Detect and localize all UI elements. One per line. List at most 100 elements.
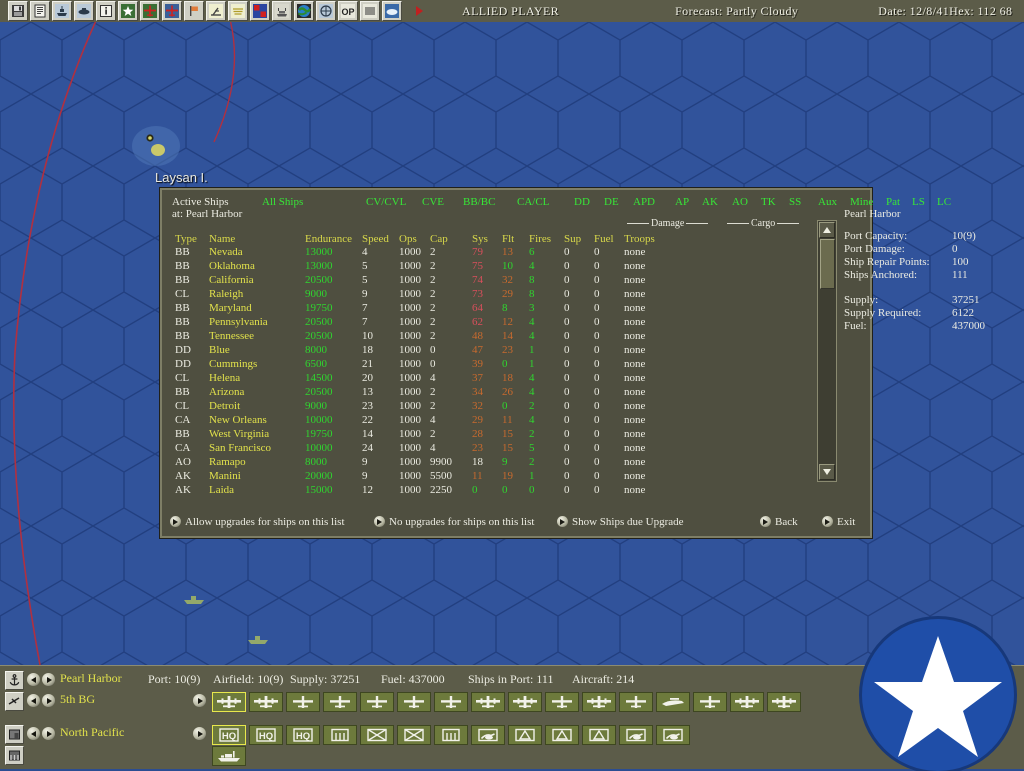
table-row[interactable]: BB Maryland 19750 7 1000 2 64 8 3 0 0 none [162, 302, 822, 316]
scrollbar-thumb[interactable] [820, 239, 835, 289]
air-unit-chip-9[interactable] [545, 692, 579, 712]
base-name-label[interactable]: Pearl Harbor [60, 671, 122, 685]
ground-unit-chip-5[interactable] [397, 725, 431, 745]
filter-mine[interactable]: Mine [850, 196, 874, 208]
column-header-sup[interactable]: Sup [564, 233, 582, 245]
filter-lc[interactable]: LC [937, 196, 952, 208]
filter-ls[interactable]: LS [912, 196, 925, 208]
column-header-flt[interactable]: Flt [502, 233, 515, 245]
operations-icon[interactable]: OP [338, 1, 358, 21]
filter-tk[interactable]: TK [761, 196, 776, 208]
air-unit-chip-11[interactable] [619, 692, 653, 712]
map-mode-icon[interactable] [316, 1, 336, 21]
table-row[interactable]: CL Raleigh 9000 9 1000 2 73 29 8 0 0 none [162, 288, 822, 302]
table-row[interactable]: AK Laida 15000 12 1000 2250 0 0 0 0 0 none [162, 484, 822, 498]
column-header-name[interactable]: Name [209, 233, 236, 245]
globe-icon[interactable] [294, 1, 314, 21]
table-row[interactable]: BB Tennessee 20500 10 1000 2 48 14 4 0 0 none [162, 330, 822, 344]
weather-icon[interactable] [360, 1, 380, 21]
group-name-label[interactable]: 5th BG [60, 692, 96, 706]
ground-unit-chip-12[interactable] [656, 725, 690, 745]
air-unit-chip-13[interactable] [693, 692, 727, 712]
ship-list[interactable]: BB Nevada 13000 4 1000 2 79 13 6 0 0 none BB Oklahoma… [162, 246, 822, 498]
table-row[interactable]: AO Ramapo 8000 9 1000 9900 18 9 2 0 0 none [162, 456, 822, 470]
column-header-troops[interactable]: Troops [624, 233, 655, 245]
air-unit-chip-12[interactable] [656, 692, 690, 712]
airbase-icon[interactable] [206, 1, 226, 21]
flag-icon[interactable] [184, 1, 204, 21]
group-next-button[interactable] [42, 694, 55, 707]
air-units-next-button[interactable] [193, 694, 206, 707]
naval-unit-chip-0[interactable] [212, 746, 246, 766]
column-header-cap[interactable]: Cap [430, 233, 448, 245]
filter-ak[interactable]: AK [702, 196, 718, 208]
column-header-fires[interactable]: Fires [529, 233, 551, 245]
ship-task-force-icon[interactable] [52, 1, 72, 21]
map-ship-marker[interactable] [182, 592, 206, 606]
column-header-endurance[interactable]: Endurance [305, 233, 353, 245]
column-header-fuel[interactable]: Fuel [594, 233, 614, 245]
ground-unit-chip-2[interactable]: HQ [286, 725, 320, 745]
air-unit-chip-0[interactable] [212, 692, 246, 712]
anchor-icon[interactable] [5, 671, 24, 690]
table-row[interactable]: BB Nevada 13000 4 1000 2 79 13 6 0 0 none [162, 246, 822, 260]
filter-ap[interactable]: AP [675, 196, 690, 208]
filter-dd[interactable]: DD [574, 196, 590, 208]
convoy-icon[interactable] [74, 1, 94, 21]
ground-unit-chip-10[interactable] [582, 725, 616, 745]
table-row[interactable]: DD Blue 8000 18 1000 0 47 23 1 0 0 none [162, 344, 822, 358]
allow-upgrades-button[interactable]: Allow upgrades for ships on this list [170, 516, 345, 528]
filter-all-ships[interactable]: All Ships [262, 196, 304, 208]
ground-units-next-button[interactable] [193, 727, 206, 740]
air-unit-chip-1[interactable] [249, 692, 283, 712]
table-row[interactable]: CA New Orleans 10000 22 1000 4 29 11 4 0 0 none [162, 414, 822, 428]
filter-pat[interactable]: Pat [886, 196, 901, 208]
exit-button[interactable]: Exit [822, 516, 855, 528]
air-unit-chip-10[interactable] [582, 692, 616, 712]
port-icon[interactable] [272, 1, 292, 21]
air-unit-chip-2[interactable] [286, 692, 320, 712]
column-header-ops[interactable]: Ops [399, 233, 417, 245]
ground-unit-chip-7[interactable] [471, 725, 505, 745]
victory-star-icon[interactable] [118, 1, 138, 21]
filter-ca-cl[interactable]: CA/CL [517, 196, 550, 208]
column-header-type[interactable]: Type [175, 233, 197, 245]
ground-unit-chip-3[interactable] [323, 725, 357, 745]
filter-de[interactable]: DE [604, 196, 619, 208]
air-unit-chip-3[interactable] [323, 692, 357, 712]
table-row[interactable]: AK Manini 20000 9 1000 5500 11 19 1 0 0 none [162, 470, 822, 484]
air-unit-chip-5[interactable] [397, 692, 431, 712]
cloud-icon[interactable] [382, 1, 402, 21]
region-icon[interactable] [5, 725, 24, 744]
table-row[interactable]: BB West Virginia 19750 14 1000 2 28 15 2 0 0 none [162, 428, 822, 442]
filter-bb-bc[interactable]: BB/BC [463, 196, 496, 208]
ground-unit-chip-8[interactable] [508, 725, 542, 745]
back-button[interactable]: Back [760, 516, 798, 528]
air-unit-chip-15[interactable] [767, 692, 801, 712]
map-ship-marker[interactable] [246, 632, 270, 646]
table-row[interactable]: BB Pennsylvania 20500 7 1000 2 62 12 4 0 0 none [162, 316, 822, 330]
show-ships-due-upgrade-button[interactable]: Show Ships due Upgrade [557, 516, 684, 528]
save-icon[interactable] [8, 1, 28, 21]
ground-unit-chip-9[interactable] [545, 725, 579, 745]
filter-ss[interactable]: SS [789, 196, 802, 208]
table-row[interactable]: CL Detroit 9000 23 1000 2 32 0 2 0 0 none [162, 400, 822, 414]
ground-units-icon[interactable] [5, 746, 24, 765]
no-upgrades-button[interactable]: No upgrades for ships on this list [374, 516, 534, 528]
ground-unit-chip-11[interactable] [619, 725, 653, 745]
filter-cv-cvl[interactable]: CV/CVL [366, 196, 407, 208]
group-prev-button[interactable] [27, 694, 40, 707]
scroll-up-button[interactable] [819, 222, 835, 238]
supply-grid-icon[interactable] [250, 1, 270, 21]
next-turn-icon[interactable] [410, 2, 428, 20]
region-name-label[interactable]: North Pacific [60, 725, 125, 739]
report-icon[interactable] [30, 1, 50, 21]
laysan-island[interactable] [128, 116, 188, 176]
base-prev-button[interactable] [27, 673, 40, 686]
table-row[interactable]: DD Cummings 6500 21 1000 0 39 0 1 0 0 none [162, 358, 822, 372]
filter-aux[interactable]: Aux [818, 196, 837, 208]
filter-cve[interactable]: CVE [422, 196, 444, 208]
region-prev-button[interactable] [27, 727, 40, 740]
column-header-sys[interactable]: Sys [472, 233, 488, 245]
air-unit-chip-8[interactable] [508, 692, 542, 712]
